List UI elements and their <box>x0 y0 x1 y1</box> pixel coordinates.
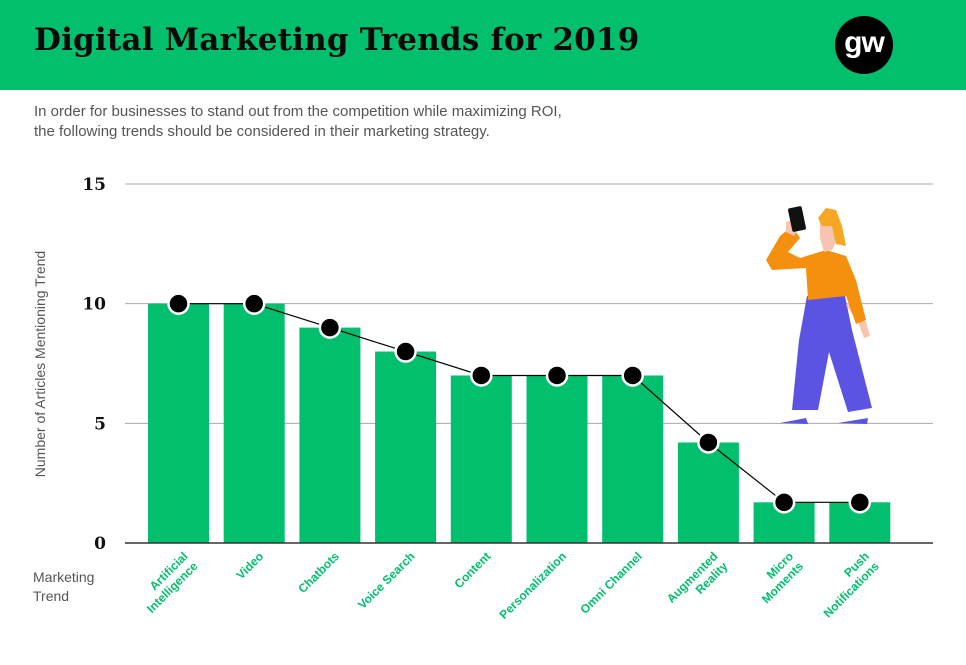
bar-0 <box>148 303 209 543</box>
subtitle-line-2: the following trends should be considere… <box>34 123 490 140</box>
gw-logo: gw <box>835 16 893 74</box>
trend-marker-4 <box>470 364 493 387</box>
trend-marker-6 <box>621 364 644 387</box>
trend-marker-0 <box>167 292 190 315</box>
bar-5 <box>526 375 588 543</box>
bar-6 <box>602 375 664 543</box>
trend-line <box>178 303 860 503</box>
trend-marker-9 <box>848 491 872 514</box>
x-axis-title-line-0: Marketing <box>33 569 94 585</box>
trend-polyline <box>178 303 860 503</box>
left-shoe <box>780 418 808 424</box>
logo-text: gw <box>844 26 885 59</box>
y-tick-label-5: 5 <box>94 414 106 434</box>
x-tick-label-2: Chatbots <box>295 549 342 596</box>
phone <box>788 206 806 232</box>
bar-2 <box>299 327 361 543</box>
x-tick-label-4: Content <box>451 549 493 591</box>
bar-3 <box>375 351 437 543</box>
x-axis-title: Marketing Trend <box>33 569 94 604</box>
trend-marker-5 <box>545 364 569 387</box>
woman-with-phone-illustration <box>766 206 872 424</box>
x-tick-label-5: Personalization <box>497 549 570 622</box>
x-tick-label-3: Voice Search <box>355 549 418 612</box>
subtitle: In order for businesses to stand out fro… <box>34 102 654 142</box>
page-title: Digital Marketing Trends for 2019 <box>34 22 640 58</box>
x-tick-label-5-line-0: Personalization <box>497 549 570 622</box>
x-tick-label-2-line-0: Chatbots <box>295 549 342 596</box>
x-tick-label-3-line-0: Voice Search <box>355 549 418 612</box>
x-tick-label-4-line-0: Content <box>451 549 493 591</box>
trousers <box>792 296 872 412</box>
y-tick-label-15: 15 <box>82 175 106 195</box>
bars <box>148 303 891 543</box>
hair <box>818 208 846 246</box>
x-tick-label-7: AugmentedReality <box>664 549 731 616</box>
bar-7 <box>677 442 739 543</box>
x-tick-label-1-line-0: Video <box>233 549 266 582</box>
trend-marker-1 <box>242 292 266 315</box>
x-tick-label-1: Video <box>233 549 266 582</box>
y-tick-label-0: 0 <box>94 534 106 554</box>
right-shoe <box>838 418 868 424</box>
trend-marker-8 <box>772 491 796 514</box>
x-tick-label-6: Omni Channel <box>577 549 644 616</box>
bar-1 <box>223 303 285 543</box>
shirt <box>766 226 866 324</box>
bar-4 <box>450 375 512 543</box>
y-tick-label-10: 10 <box>82 295 106 315</box>
trend-marker-2 <box>318 316 342 339</box>
trend-markers <box>167 292 872 514</box>
header-banner: Digital Marketing Trends for 2019 gw <box>0 0 966 90</box>
x-tick-label-0: ArtificialIntelligence <box>134 549 201 616</box>
x-axis-title-line-1: Trend <box>33 588 69 604</box>
trend-marker-7 <box>697 431 720 454</box>
x-tick-label-6-line-0: Omni Channel <box>577 549 644 616</box>
x-tick-label-8: MicroMoments <box>749 549 806 606</box>
y-axis-title: Number of Articles Mentioning Trend <box>32 251 48 477</box>
x-tick-label-9: PushNotifications <box>811 549 882 620</box>
subtitle-line-1: In order for businesses to stand out fro… <box>34 103 562 120</box>
trend-marker-3 <box>394 340 417 363</box>
